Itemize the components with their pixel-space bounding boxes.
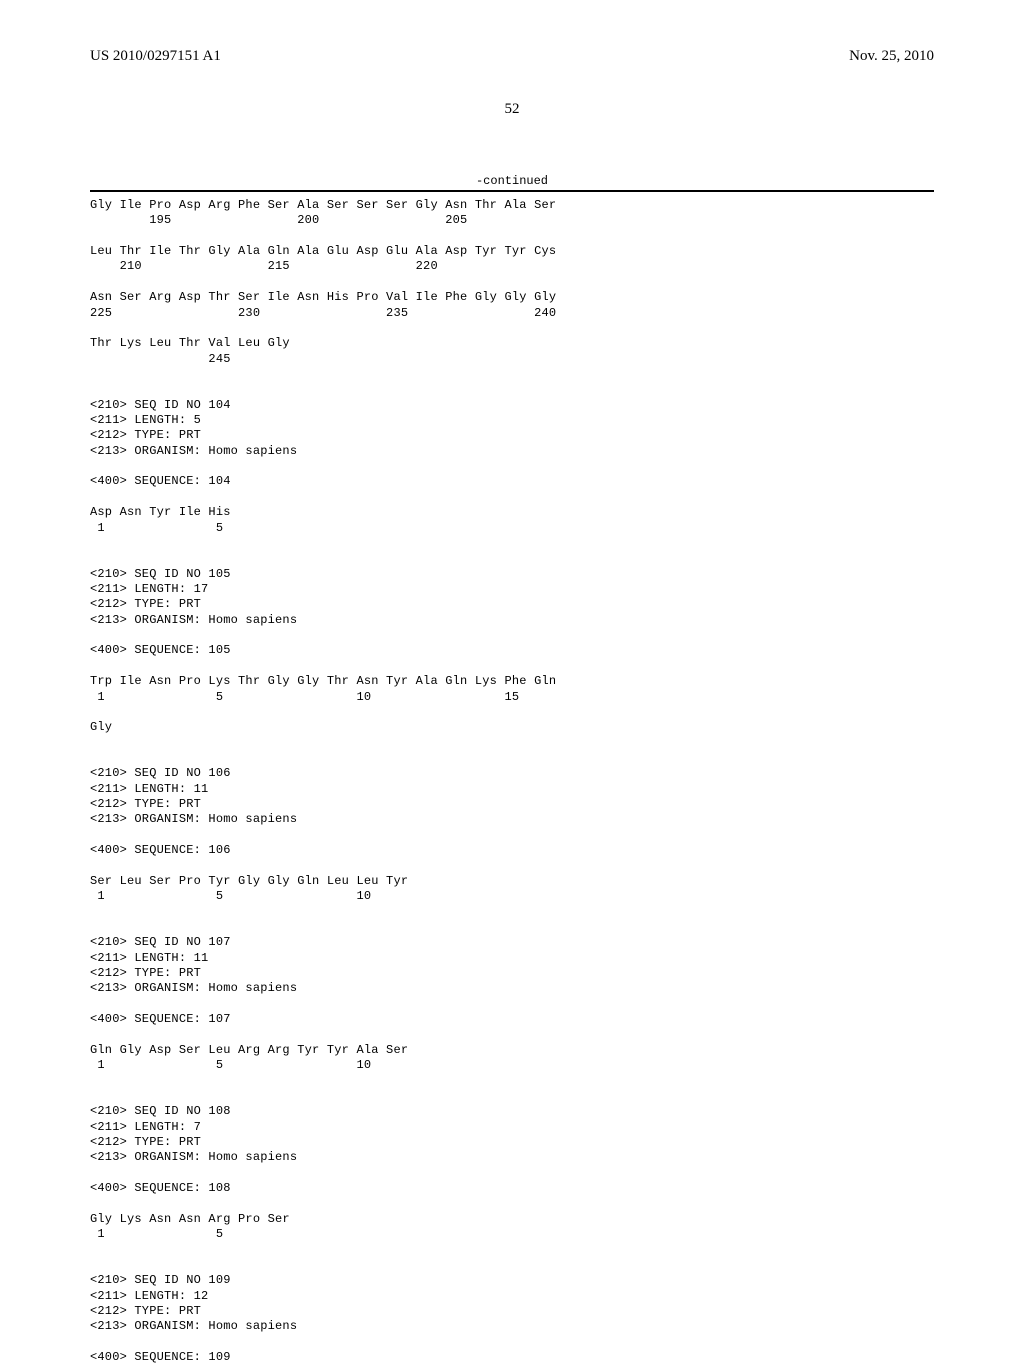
continued-label: -continued	[90, 174, 934, 188]
publication-number: US 2010/0297151 A1	[90, 48, 221, 65]
page-header: US 2010/0297151 A1 Nov. 25, 2010	[90, 48, 934, 65]
publication-date: Nov. 25, 2010	[849, 48, 934, 65]
section-rule	[90, 190, 934, 192]
sequence-listing: Gly Ile Pro Asp Arg Phe Ser Ala Ser Ser …	[90, 198, 934, 1365]
page-number: 52	[90, 101, 934, 118]
page-container: US 2010/0297151 A1 Nov. 25, 2010 52 -con…	[0, 0, 1024, 1320]
